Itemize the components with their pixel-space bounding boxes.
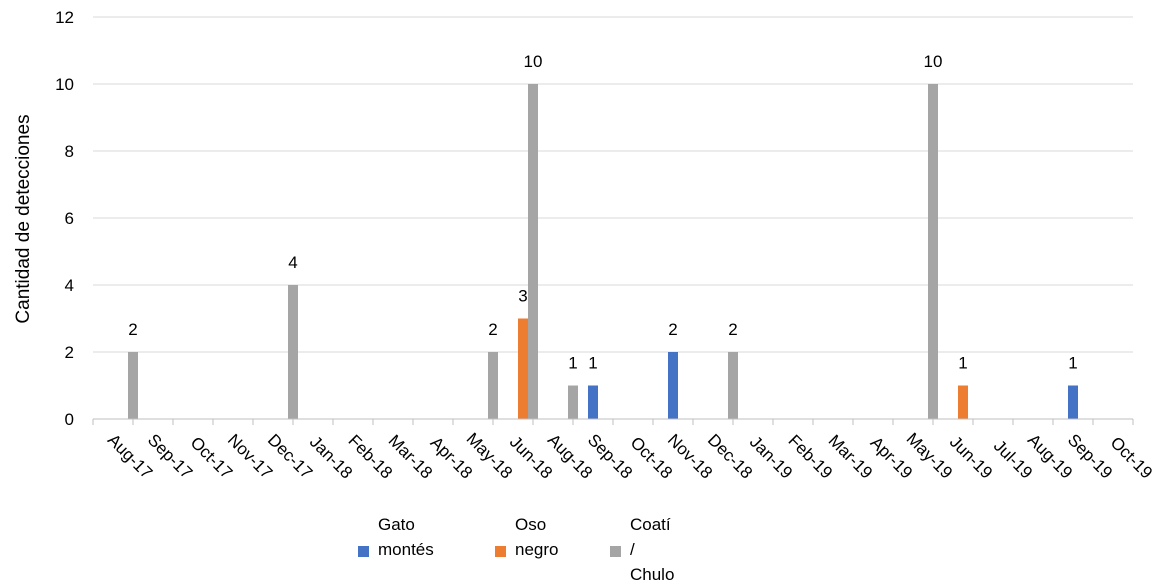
bar <box>528 84 538 419</box>
x-tick-label: Feb-18 <box>345 431 397 483</box>
bar <box>518 318 528 419</box>
y-tick-label: 8 <box>65 142 74 161</box>
x-tick-label: Sep-18 <box>584 430 636 482</box>
x-tick-label: Feb-19 <box>785 431 837 483</box>
data-label: 10 <box>524 52 543 71</box>
y-axis-ticks: 0 2 4 6 8 10 12 <box>55 8 74 429</box>
y-tick-label: 12 <box>55 8 74 27</box>
bar <box>668 352 678 419</box>
x-tick-label: Dec-18 <box>704 430 756 482</box>
legend-swatch-coati-chulo <box>610 546 621 557</box>
y-tick-label: 2 <box>65 343 74 362</box>
data-label: 10 <box>924 52 943 71</box>
x-tick-label: Oct-19 <box>1107 433 1157 483</box>
data-label: 2 <box>728 320 737 339</box>
bar <box>488 352 498 419</box>
bar <box>288 285 298 419</box>
data-label: 2 <box>488 320 497 339</box>
legend-label-coati-chulo: Coatí / Chulo <box>630 515 675 584</box>
bar <box>928 84 938 419</box>
data-label: 4 <box>288 253 297 272</box>
data-label: 1 <box>958 354 967 373</box>
bar <box>568 385 578 419</box>
x-tick-label: Sep-19 <box>1064 430 1116 482</box>
legend: Gato montés Oso negro Coatí / Chulo <box>358 512 778 584</box>
gridlines <box>93 16 1133 420</box>
y-tick-label: 4 <box>65 276 74 295</box>
bars <box>128 84 1078 419</box>
bar <box>588 385 598 419</box>
y-tick-label: 10 <box>55 75 74 94</box>
legend-label-gato-montes: Gato montés <box>378 515 434 559</box>
legend-swatch-oso-negro <box>495 546 506 557</box>
data-label: 1 <box>588 354 597 373</box>
data-label: 3 <box>518 287 527 306</box>
bar <box>1068 385 1078 419</box>
data-labels: 1 2 1 3 1 2 4 2 10 1 2 10 <box>128 52 1077 373</box>
x-axis: Aug-17Sep-17Oct-17Nov-17Dec-17Jan-18Feb-… <box>92 418 1157 483</box>
bar <box>958 385 968 419</box>
bar <box>128 352 138 419</box>
x-tick-label: Dec-17 <box>264 430 316 482</box>
x-tick-label: Mar-18 <box>385 431 437 483</box>
legend-label-oso-negro: Oso negro <box>515 515 559 559</box>
y-tick-label: 6 <box>65 209 74 228</box>
x-tick-label: Sep-17 <box>144 430 196 482</box>
y-tick-label: 0 <box>65 410 74 429</box>
x-tick-label: Mar-19 <box>825 431 877 483</box>
data-label: 2 <box>128 320 137 339</box>
data-label: 1 <box>1068 354 1077 373</box>
legend-swatch-gato-montes <box>358 546 369 557</box>
x-tick-label: Jun-19 <box>946 432 996 482</box>
y-axis-label: Cantidad de detecciones <box>13 114 34 323</box>
bar <box>728 352 738 419</box>
data-label: 1 <box>568 354 577 373</box>
data-label: 2 <box>668 320 677 339</box>
